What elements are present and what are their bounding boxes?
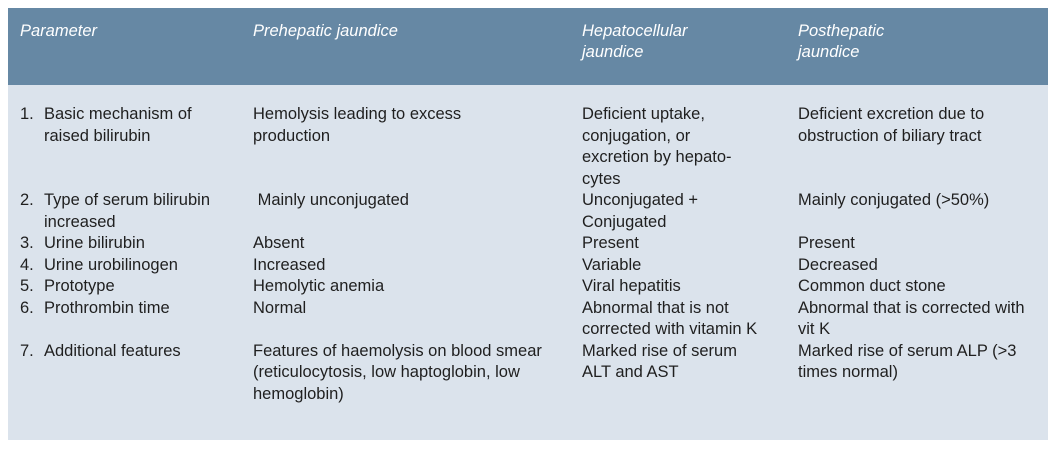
row-number: 2. bbox=[20, 191, 34, 209]
cell-parameter: 6. Prothrombin time bbox=[8, 298, 253, 341]
table-row: 4. Urine urobilinogen Increased Variable … bbox=[8, 255, 1048, 277]
cell-prehepatic: Hemolytic anemia bbox=[253, 276, 582, 298]
cell-parameter: 4. Urine urobilinogen bbox=[8, 255, 253, 277]
prehepatic-text: Normal bbox=[253, 298, 307, 317]
cell-parameter: 7. Additional features bbox=[8, 341, 253, 406]
hepatocellular-text: Abnormal that is not corrected with vita… bbox=[582, 298, 758, 339]
cell-prehepatic: Features of haemolysis on blood smear (r… bbox=[253, 341, 582, 406]
hepatocellular-text: Marked rise of serum ALT and AST bbox=[582, 341, 737, 382]
cell-hepatocellular: Viral hepatitis bbox=[582, 276, 798, 298]
parameter-text: Type of serum bilirubin increased bbox=[44, 191, 210, 231]
cell-hepatocellular: Deficient uptake, conjugation, or excret… bbox=[582, 85, 798, 190]
prehepatic-text: Features of haemolysis on blood smear (r… bbox=[253, 341, 542, 403]
hepatocellular-text: Viral hepatitis bbox=[582, 277, 681, 295]
header-parameter: Parameter bbox=[20, 22, 98, 40]
header-hepatocellular: Hepatocellular jaundice bbox=[582, 8, 798, 85]
hepatocellular-text: Unconjugated + Conjugated bbox=[582, 191, 699, 231]
posthepatic-text: Decreased bbox=[798, 255, 878, 274]
parameter-text: Urine urobilinogen bbox=[44, 255, 178, 274]
parameter-text: Prototype bbox=[44, 277, 115, 295]
row-number: 6. bbox=[20, 298, 34, 317]
header-prehepatic: Prehepatic jaundice bbox=[253, 22, 398, 40]
parameter-text: Basic mechanism of raised bilirubin bbox=[44, 105, 192, 145]
prehepatic-text: Absent bbox=[253, 234, 305, 252]
cell-posthepatic: Decreased bbox=[798, 255, 1048, 277]
parameter-text: Additional features bbox=[44, 341, 181, 360]
posthepatic-text: Present bbox=[798, 234, 855, 252]
header-row: Parameter Prehepatic jaundice Hepatocell… bbox=[8, 8, 1048, 85]
parameter-text: Prothrombin time bbox=[44, 298, 170, 317]
cell-parameter: 3. Urine bilirubin bbox=[8, 233, 253, 255]
table-row: 2. Type of serum bilirubin increased Main… bbox=[8, 190, 1048, 233]
hepatocellular-text: Variable bbox=[582, 255, 642, 274]
cell-hepatocellular: Variable bbox=[582, 255, 798, 277]
row-number: 4. bbox=[20, 255, 34, 274]
cell-hepatocellular: Unconjugated + Conjugated bbox=[582, 190, 798, 233]
cell-posthepatic: Deficient excretion due to obstruction o… bbox=[798, 85, 1048, 190]
posthepatic-text: Marked rise of serum ALP (>3 times norma… bbox=[798, 341, 1017, 382]
posthepatic-text: Common duct stone bbox=[798, 277, 946, 295]
prehepatic-text: Mainly unconjugated bbox=[253, 191, 409, 209]
cell-posthepatic: Abnormal that is corrected with vit K bbox=[798, 298, 1048, 341]
table-row: 3. Urine bilirubin Absent Present Present bbox=[8, 233, 1048, 255]
cell-posthepatic: Present bbox=[798, 233, 1048, 255]
row-number: 7. bbox=[20, 341, 34, 360]
table-row: 6. Prothrombin time Normal Abnormal that … bbox=[8, 298, 1048, 341]
table-body: 1. Basic mechanism of raised bilirubin He… bbox=[8, 85, 1048, 405]
prehepatic-text: Increased bbox=[253, 255, 326, 274]
jaundice-comparison-table: Parameter Prehepatic jaundice Hepatocell… bbox=[8, 8, 1048, 440]
prehepatic-text: Hemolytic anemia bbox=[253, 277, 385, 295]
cell-parameter: 1. Basic mechanism of raised bilirubin bbox=[8, 85, 253, 190]
cell-hepatocellular: Marked rise of serum ALT and AST bbox=[582, 341, 798, 406]
cell-parameter: 5. Prototype bbox=[8, 276, 253, 298]
hepatocellular-text: Deficient uptake, conjugation, or excret… bbox=[582, 105, 732, 188]
header-posthepatic-text: Posthepatic jaundice bbox=[798, 22, 885, 61]
row-number: 3. bbox=[20, 234, 34, 252]
header-posthepatic: Posthepatic jaundice bbox=[798, 8, 1048, 85]
header-hepatocellular-text: Hepatocellular jaundice bbox=[582, 22, 688, 61]
cell-prehepatic: Normal bbox=[253, 298, 582, 341]
table-row: 7. Additional features Features of haemol… bbox=[8, 341, 1048, 406]
cell-parameter: 2. Type of serum bilirubin increased bbox=[8, 190, 253, 233]
prehepatic-text: Hemolysis leading to excess production bbox=[253, 105, 462, 145]
row-number: 5. bbox=[20, 277, 34, 295]
cell-prehepatic: Absent bbox=[253, 233, 582, 255]
table-row: 1. Basic mechanism of raised bilirubin He… bbox=[8, 85, 1048, 190]
cell-prehepatic: Mainly unconjugated bbox=[253, 190, 582, 233]
comparison-table: Parameter Prehepatic jaundice Hepatocell… bbox=[8, 8, 1048, 405]
table-header: Parameter Prehepatic jaundice Hepatocell… bbox=[8, 8, 1048, 85]
row-number: 1. bbox=[20, 105, 34, 123]
cell-prehepatic: Increased bbox=[253, 255, 582, 277]
cell-prehepatic: Hemolysis leading to excess production bbox=[253, 85, 582, 190]
cell-hepatocellular: Present bbox=[582, 233, 798, 255]
cell-hepatocellular: Abnormal that is not corrected with vita… bbox=[582, 298, 798, 341]
table-row: 5. Prototype Hemolytic anemia Viral hepat… bbox=[8, 276, 1048, 298]
hepatocellular-text: Present bbox=[582, 234, 639, 252]
cell-posthepatic: Common duct stone bbox=[798, 276, 1048, 298]
posthepatic-text: Abnormal that is corrected with vit K bbox=[798, 298, 1025, 339]
posthepatic-text: Deficient excretion due to obstruction o… bbox=[798, 105, 985, 145]
parameter-text: Urine bilirubin bbox=[44, 234, 145, 252]
cell-posthepatic: Marked rise of serum ALP (>3 times norma… bbox=[798, 341, 1048, 406]
cell-posthepatic: Mainly conjugated (>50%) bbox=[798, 190, 1048, 233]
posthepatic-text: Mainly conjugated (>50%) bbox=[798, 191, 990, 209]
